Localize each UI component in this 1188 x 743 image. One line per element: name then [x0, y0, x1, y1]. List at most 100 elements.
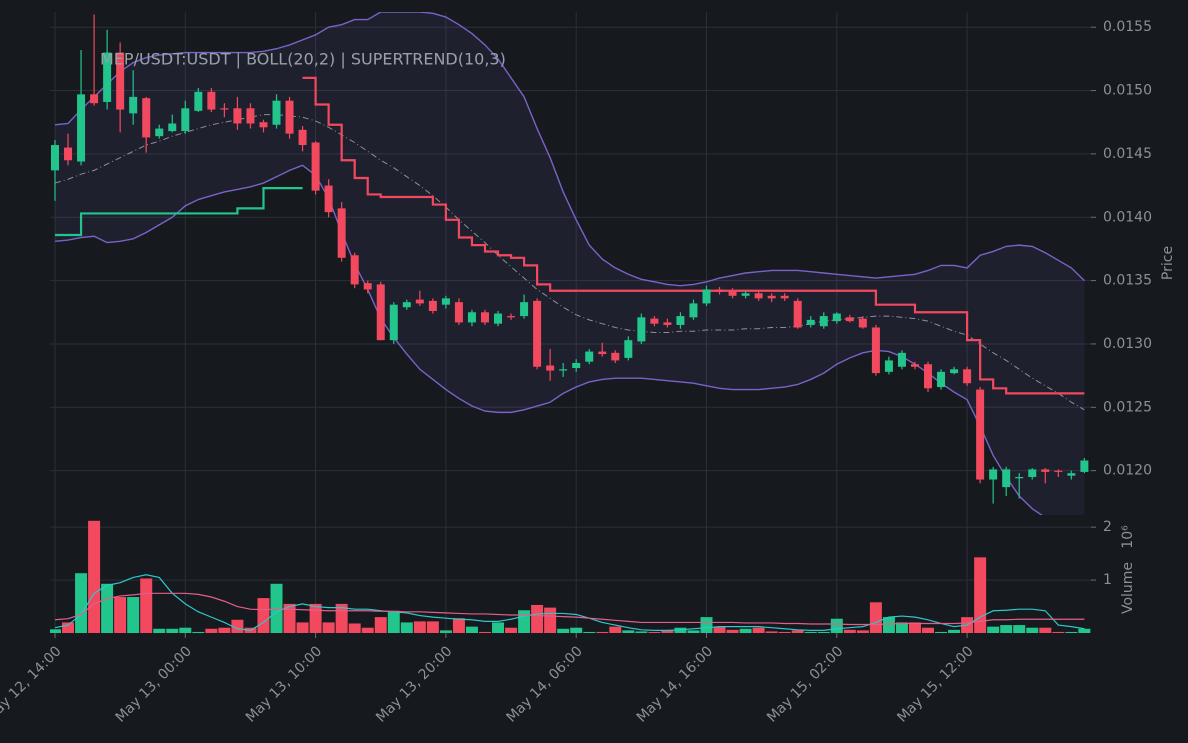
candle-body [871, 327, 880, 374]
candle-body [689, 303, 698, 318]
candle-body [559, 369, 568, 371]
volume-bar [830, 618, 843, 633]
candle-body [989, 469, 998, 480]
volume-bar [283, 603, 296, 633]
candle-body [233, 108, 242, 124]
candle-body [728, 290, 737, 296]
volume-bar [1039, 627, 1052, 633]
volume-bar [713, 626, 726, 633]
candle-body [77, 94, 86, 162]
candle-body [897, 352, 906, 367]
volume-bar [778, 631, 791, 633]
volume-bar [570, 627, 583, 633]
volume-bar [596, 631, 609, 633]
candle-body [142, 98, 151, 138]
candle-body [1002, 469, 1011, 488]
volume-ma-line [54, 574, 1085, 631]
candle-body [337, 208, 346, 258]
candle-body [546, 365, 555, 371]
volume-bar [413, 621, 426, 633]
volume-bar [882, 617, 895, 633]
candle-body [1067, 473, 1076, 476]
volume-bar [505, 627, 518, 633]
volume-bar [935, 631, 948, 633]
volume-bar [88, 520, 101, 633]
candle-body [767, 295, 776, 299]
volume-bar [439, 630, 452, 633]
volume-bar [452, 618, 465, 633]
candle-body [155, 128, 164, 137]
volume-bar [856, 630, 869, 633]
candle-body [754, 293, 763, 299]
volume-bar [700, 617, 713, 633]
candle-body [51, 145, 59, 171]
grid [50, 12, 1091, 633]
volume-offset-label: 10⁶ [1120, 525, 1136, 549]
volume-bar [804, 631, 817, 633]
candle-body [298, 129, 307, 146]
candle-body [832, 313, 841, 322]
volume-bar [922, 627, 935, 633]
supertrend-line [55, 187, 303, 237]
candle-body [585, 351, 594, 362]
y-tick-label: 0.0125 [1103, 399, 1152, 415]
volume-bar [1026, 627, 1039, 633]
candle-body [507, 316, 516, 318]
candle-body [480, 312, 489, 323]
volume-pane [50, 520, 1091, 633]
chart-title: MEP/USDT:USDT | BOLL(20,2) | SUPERTREND(… [100, 50, 506, 69]
candle-body [780, 295, 789, 299]
volume-bar [62, 622, 75, 633]
volume-bar [895, 622, 908, 633]
y-tick-label: 0.0145 [1103, 146, 1152, 162]
volume-bar [1078, 628, 1091, 633]
volume-bar [114, 597, 127, 633]
candle-body [259, 122, 268, 128]
candle-body [272, 100, 281, 125]
candle-body [389, 304, 398, 341]
volume-bar [309, 603, 322, 633]
volume-bar [948, 629, 961, 633]
candle-body [194, 91, 203, 111]
candle-body [950, 369, 959, 374]
candle-body [624, 340, 633, 358]
candle-body [311, 142, 320, 191]
candle-body [572, 362, 581, 369]
bollinger-upper [54, 12, 1085, 287]
volume-bar [296, 622, 309, 633]
y-tick-label: 0.0140 [1103, 209, 1152, 225]
candle-body [168, 123, 177, 132]
candle-body [1015, 476, 1024, 479]
candle-body [441, 298, 450, 305]
candle-body [637, 317, 646, 342]
candle-body [467, 312, 476, 323]
volume-bar [426, 621, 439, 633]
y-tick-label: 1 [1103, 572, 1112, 588]
volume-bar [609, 626, 622, 633]
volume-bar [153, 628, 166, 633]
candle-body [819, 316, 828, 327]
volume-bar [387, 610, 400, 633]
candle-body [520, 302, 529, 317]
candle-body [376, 284, 385, 341]
volume-bar [1052, 631, 1065, 633]
volume-bar [348, 623, 361, 633]
candle-body [402, 302, 411, 308]
volume-bar [192, 631, 205, 633]
candle-body [663, 322, 672, 325]
candle-body [976, 389, 985, 480]
volume-bar [544, 607, 557, 633]
volume-bar [869, 602, 882, 633]
price-pane [51, 12, 1089, 515]
volume-bar [661, 630, 674, 633]
supertrend-line [302, 76, 1085, 395]
volume-bar [648, 631, 661, 633]
candle-body [285, 100, 294, 134]
candle-body [415, 299, 424, 304]
y-tick-label: 0.0120 [1103, 463, 1152, 479]
volume-bar [974, 557, 987, 633]
candle-body [741, 293, 750, 296]
volume-bar [1013, 625, 1026, 633]
